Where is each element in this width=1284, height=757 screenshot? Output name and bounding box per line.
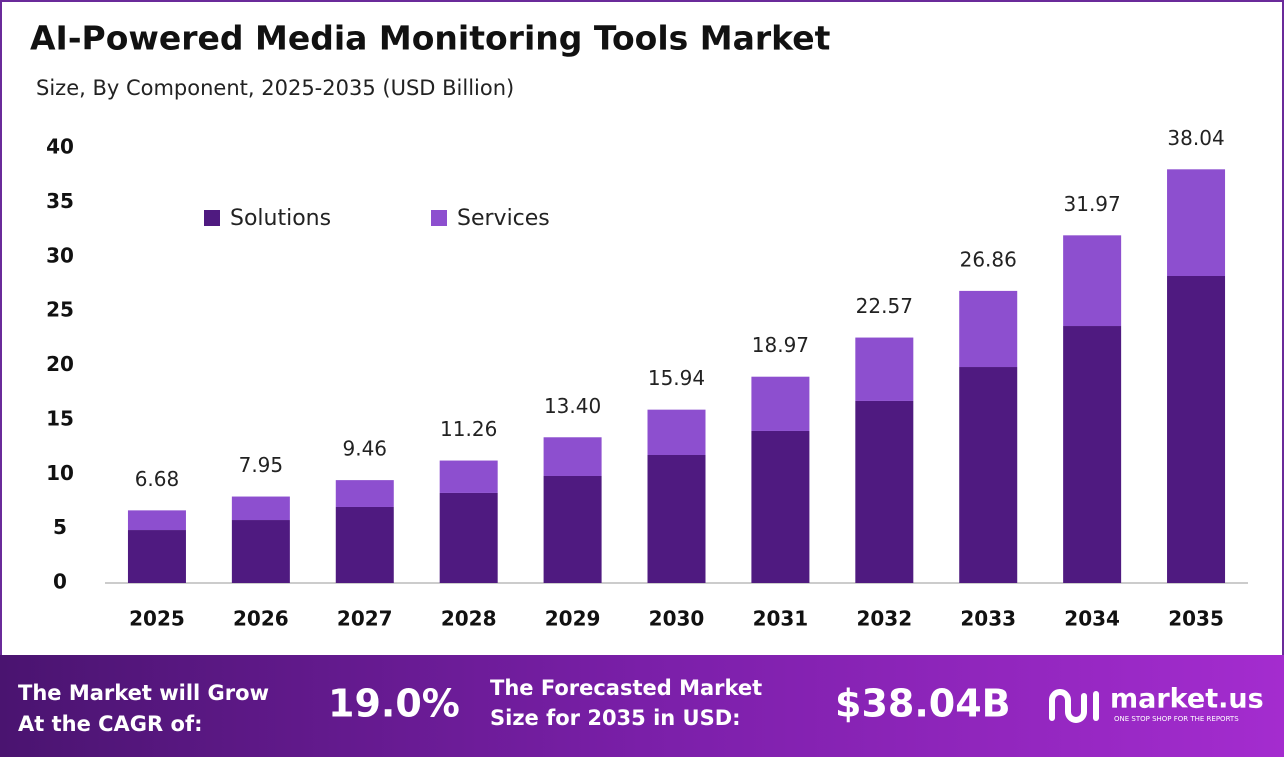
legend-swatch	[431, 210, 447, 226]
bar-segment	[751, 430, 810, 583]
legend-label: Solutions	[230, 206, 331, 231]
bar-segment	[127, 510, 186, 531]
bar-segment	[335, 480, 394, 507]
y-tick-label: 40	[46, 135, 74, 159]
bar-segment	[231, 496, 290, 521]
chart-title: AI-Powered Media Monitoring Tools Market	[30, 19, 831, 58]
y-tick-label: 35	[46, 189, 74, 213]
bar-segment	[439, 492, 498, 583]
bar-segment	[335, 506, 394, 583]
x-tick-label: 2034	[1064, 607, 1120, 631]
bar-segment	[231, 520, 290, 583]
bar-segment	[855, 337, 914, 401]
footer-text: At the CAGR of:	[18, 712, 203, 736]
x-tick-label: 2035	[1168, 607, 1224, 631]
legend-label: Services	[457, 206, 550, 231]
bar-segment	[1167, 169, 1226, 276]
bar-segment	[1167, 275, 1226, 583]
total-label: 18.97	[752, 333, 809, 357]
y-tick-label: 20	[46, 352, 74, 376]
y-tick-label: 0	[53, 570, 67, 594]
bar-segment	[439, 460, 498, 493]
bar-segment	[959, 367, 1018, 583]
footer-value: $38.04B	[835, 682, 1011, 726]
total-label: 38.04	[1167, 126, 1224, 150]
x-tick-label: 2033	[960, 607, 1016, 631]
x-tick-label: 2031	[753, 607, 809, 631]
bar-segment	[127, 530, 186, 583]
total-label: 11.26	[440, 417, 497, 441]
bar-segment	[543, 475, 602, 583]
bar-segment	[1063, 235, 1122, 327]
chart-subtitle: Size, By Component, 2025-2035 (USD Billi…	[36, 76, 514, 100]
x-tick-label: 2030	[649, 607, 705, 631]
bar-segment	[1063, 326, 1122, 583]
y-tick-label: 10	[46, 461, 74, 485]
x-tick-label: 2032	[856, 607, 912, 631]
total-label: 13.40	[544, 394, 601, 418]
bar-segment	[855, 400, 914, 583]
y-tick-label: 15	[46, 406, 74, 430]
bar-segment	[543, 437, 602, 476]
x-tick-label: 2025	[129, 607, 185, 631]
total-label: 9.46	[343, 437, 388, 461]
footer-text: The Market will Grow	[18, 681, 269, 705]
total-label: 22.57	[856, 294, 913, 318]
footer-text: Size for 2035 in USD:	[490, 706, 741, 730]
bar-segment	[647, 455, 706, 583]
bar-segment	[959, 290, 1018, 368]
x-tick-label: 2026	[233, 607, 289, 631]
y-tick-label: 25	[46, 298, 74, 322]
total-label: 15.94	[648, 366, 705, 390]
total-label: 26.86	[960, 247, 1017, 271]
footer-value: 19.0%	[328, 682, 460, 726]
bar-segment	[751, 376, 810, 431]
y-tick-label: 5	[53, 515, 67, 539]
x-tick-label: 2028	[441, 607, 497, 631]
bar-segment	[647, 409, 706, 456]
brand-logo	[1049, 689, 1099, 723]
legend-swatch	[204, 210, 220, 226]
x-tick-label: 2027	[337, 607, 393, 631]
total-label: 7.95	[239, 453, 284, 477]
brand-tagline: ONE STOP SHOP FOR THE REPORTS	[1114, 715, 1239, 723]
brand-name: market.us	[1110, 684, 1264, 715]
total-label: 31.97	[1064, 192, 1121, 216]
total-label: 6.68	[135, 467, 180, 491]
footer-text: The Forecasted Market	[490, 676, 762, 700]
y-tick-label: 30	[46, 243, 74, 267]
x-tick-label: 2029	[545, 607, 601, 631]
